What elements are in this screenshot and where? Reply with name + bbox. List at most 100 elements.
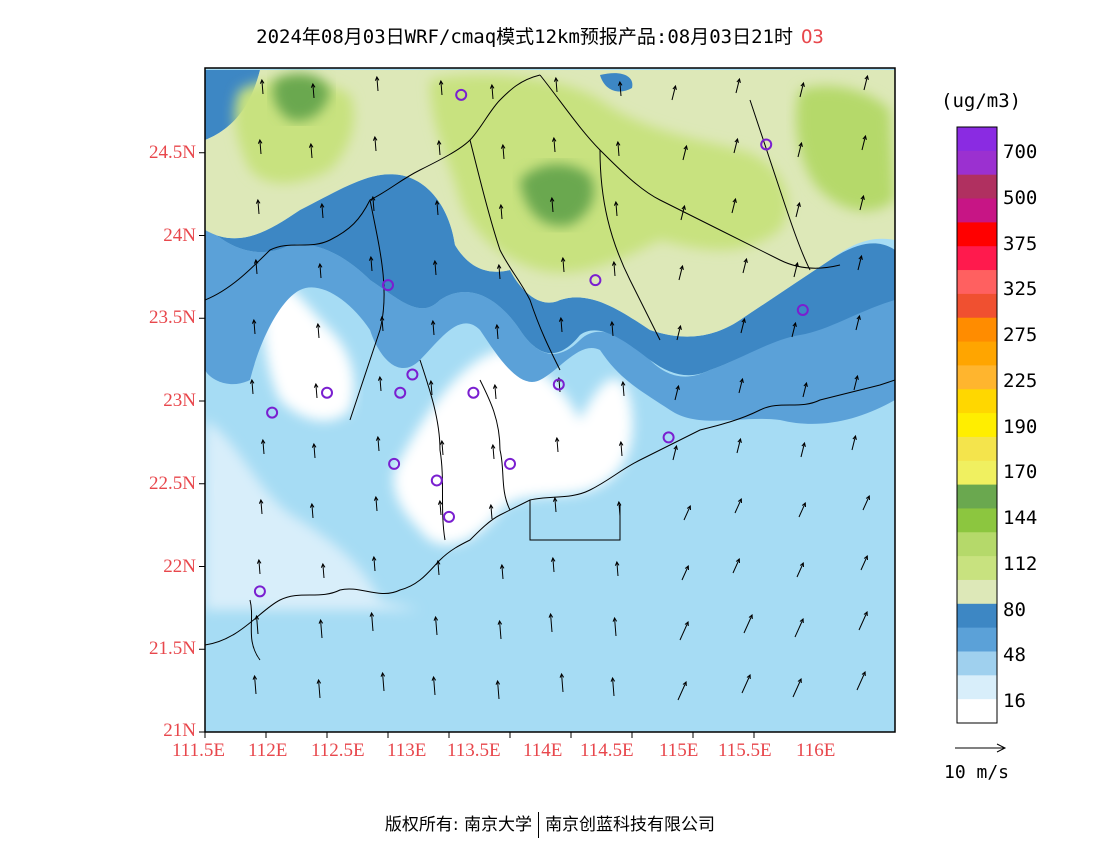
colorbar-label: 500	[1003, 186, 1038, 209]
wind-arrow-head	[796, 201, 801, 208]
wind-arrow-head	[379, 315, 385, 321]
wind-arrow	[439, 500, 442, 516]
wind-arrow-head	[258, 498, 264, 504]
boundary-8	[479, 379, 511, 511]
wind-arrow-head	[438, 79, 444, 85]
wind-arrow	[853, 375, 858, 391]
wind-arrow	[671, 85, 676, 101]
wind-arrow	[612, 677, 615, 697]
colorbar-swatch	[957, 556, 997, 581]
lon-label: 115E	[659, 740, 699, 761]
lon-label: 111.5E	[172, 740, 225, 761]
wind-arrow	[733, 138, 738, 154]
wind-arrow-head	[803, 381, 808, 388]
wind-arrow	[552, 557, 555, 573]
copyright-footer: 版权所有: 南京大学 南京创蓝科技有限公司	[0, 810, 1100, 838]
concentration-field	[205, 68, 895, 732]
lon-label: 114.5E	[580, 740, 634, 761]
map-frame	[204, 67, 896, 733]
boundary-2	[349, 199, 385, 421]
wind-arrow-head	[489, 83, 495, 89]
wind-arrow-head	[863, 610, 868, 617]
colorbar-swatch	[957, 532, 997, 557]
station-marker	[321, 386, 333, 399]
wind-arrow-head	[618, 440, 624, 446]
wind-arrow-head	[431, 675, 437, 681]
colorbar-swatch	[957, 341, 997, 366]
wind-arrow-head	[746, 673, 751, 680]
colorbar-swatch	[957, 436, 997, 462]
colorbar-swatch	[957, 198, 997, 223]
wind-arrow-head	[620, 380, 626, 386]
wind-arrow-head	[435, 559, 441, 565]
wind-arrow	[791, 322, 796, 338]
wind-arrow	[732, 558, 740, 574]
colorbar-swatch	[957, 174, 997, 200]
colorbar-frame	[956, 126, 998, 724]
wind-arrow	[438, 140, 441, 156]
wind-arrow	[261, 79, 264, 95]
wind-arrow-head	[377, 375, 383, 381]
wind-arrow	[318, 679, 321, 699]
colorbar-swatch	[957, 413, 997, 438]
wind-arrow	[555, 77, 558, 93]
wind-arrow-head	[684, 620, 689, 627]
wind-arrow-head	[371, 555, 377, 561]
colorbar-label: 16	[1003, 690, 1026, 712]
wind-arrow-head	[311, 442, 317, 448]
colorbar-label: 375	[1003, 232, 1038, 255]
colorbar-swatch	[957, 222, 997, 247]
colorbar-label: 48	[1003, 644, 1026, 667]
wind-arrow-head	[433, 615, 439, 621]
wind-arrow-head	[679, 264, 684, 271]
wind-vectors	[249, 74, 870, 701]
wind-arrow	[618, 501, 621, 517]
wind-arrow	[379, 376, 382, 392]
wind-arrow-head	[369, 611, 375, 617]
colorbar-swatch	[957, 293, 997, 319]
wind-arrow	[491, 84, 494, 100]
wind-arrow-head	[494, 323, 500, 329]
wind-arrow	[560, 317, 563, 333]
wind-arrow-head	[792, 321, 797, 328]
wind-arrow	[611, 321, 614, 337]
wind-arrow	[502, 144, 505, 160]
wind-arrow	[677, 681, 687, 701]
wind-arrow	[556, 437, 559, 453]
wind-arrow-head	[613, 200, 619, 206]
wind-arrow	[262, 439, 265, 455]
wind-arrow	[500, 204, 503, 220]
wind-arrow-head	[375, 435, 381, 441]
wind-arrow	[794, 618, 804, 638]
station-marker	[504, 457, 516, 470]
wind-arrow-head	[681, 204, 686, 211]
wind-arrow	[497, 680, 500, 700]
wind-arrow	[382, 672, 385, 692]
wind-arrow-head	[677, 324, 682, 331]
lon-label: 115.5E	[718, 740, 772, 761]
wind-arrow	[375, 496, 378, 512]
wind-arrow	[613, 261, 616, 277]
wind-arrow-head	[743, 257, 748, 264]
wind-arrow-head	[673, 444, 678, 451]
wind-arrow-head	[560, 256, 566, 262]
boundary-5	[469, 139, 561, 371]
wind-arrow-head	[799, 561, 804, 568]
colorbar-swatch	[957, 675, 997, 700]
wind-arrow	[734, 498, 742, 514]
wind-arrow-head	[439, 439, 445, 445]
wind-arrow	[798, 502, 806, 518]
wind-arrow-head	[798, 141, 803, 148]
wind-arrow-head	[801, 441, 806, 448]
station-marker	[430, 474, 443, 487]
wind-arrow-head	[259, 78, 265, 84]
wind-arrow	[857, 255, 862, 271]
wind-arrow-head	[434, 199, 440, 205]
station-marker	[760, 138, 773, 151]
wind-arrow-head	[492, 383, 498, 389]
wind-arrow	[254, 675, 257, 695]
wind-arrow	[490, 504, 493, 520]
wind-arrow-head	[308, 142, 314, 148]
station-marker	[253, 585, 266, 598]
boundary-1	[205, 74, 541, 301]
